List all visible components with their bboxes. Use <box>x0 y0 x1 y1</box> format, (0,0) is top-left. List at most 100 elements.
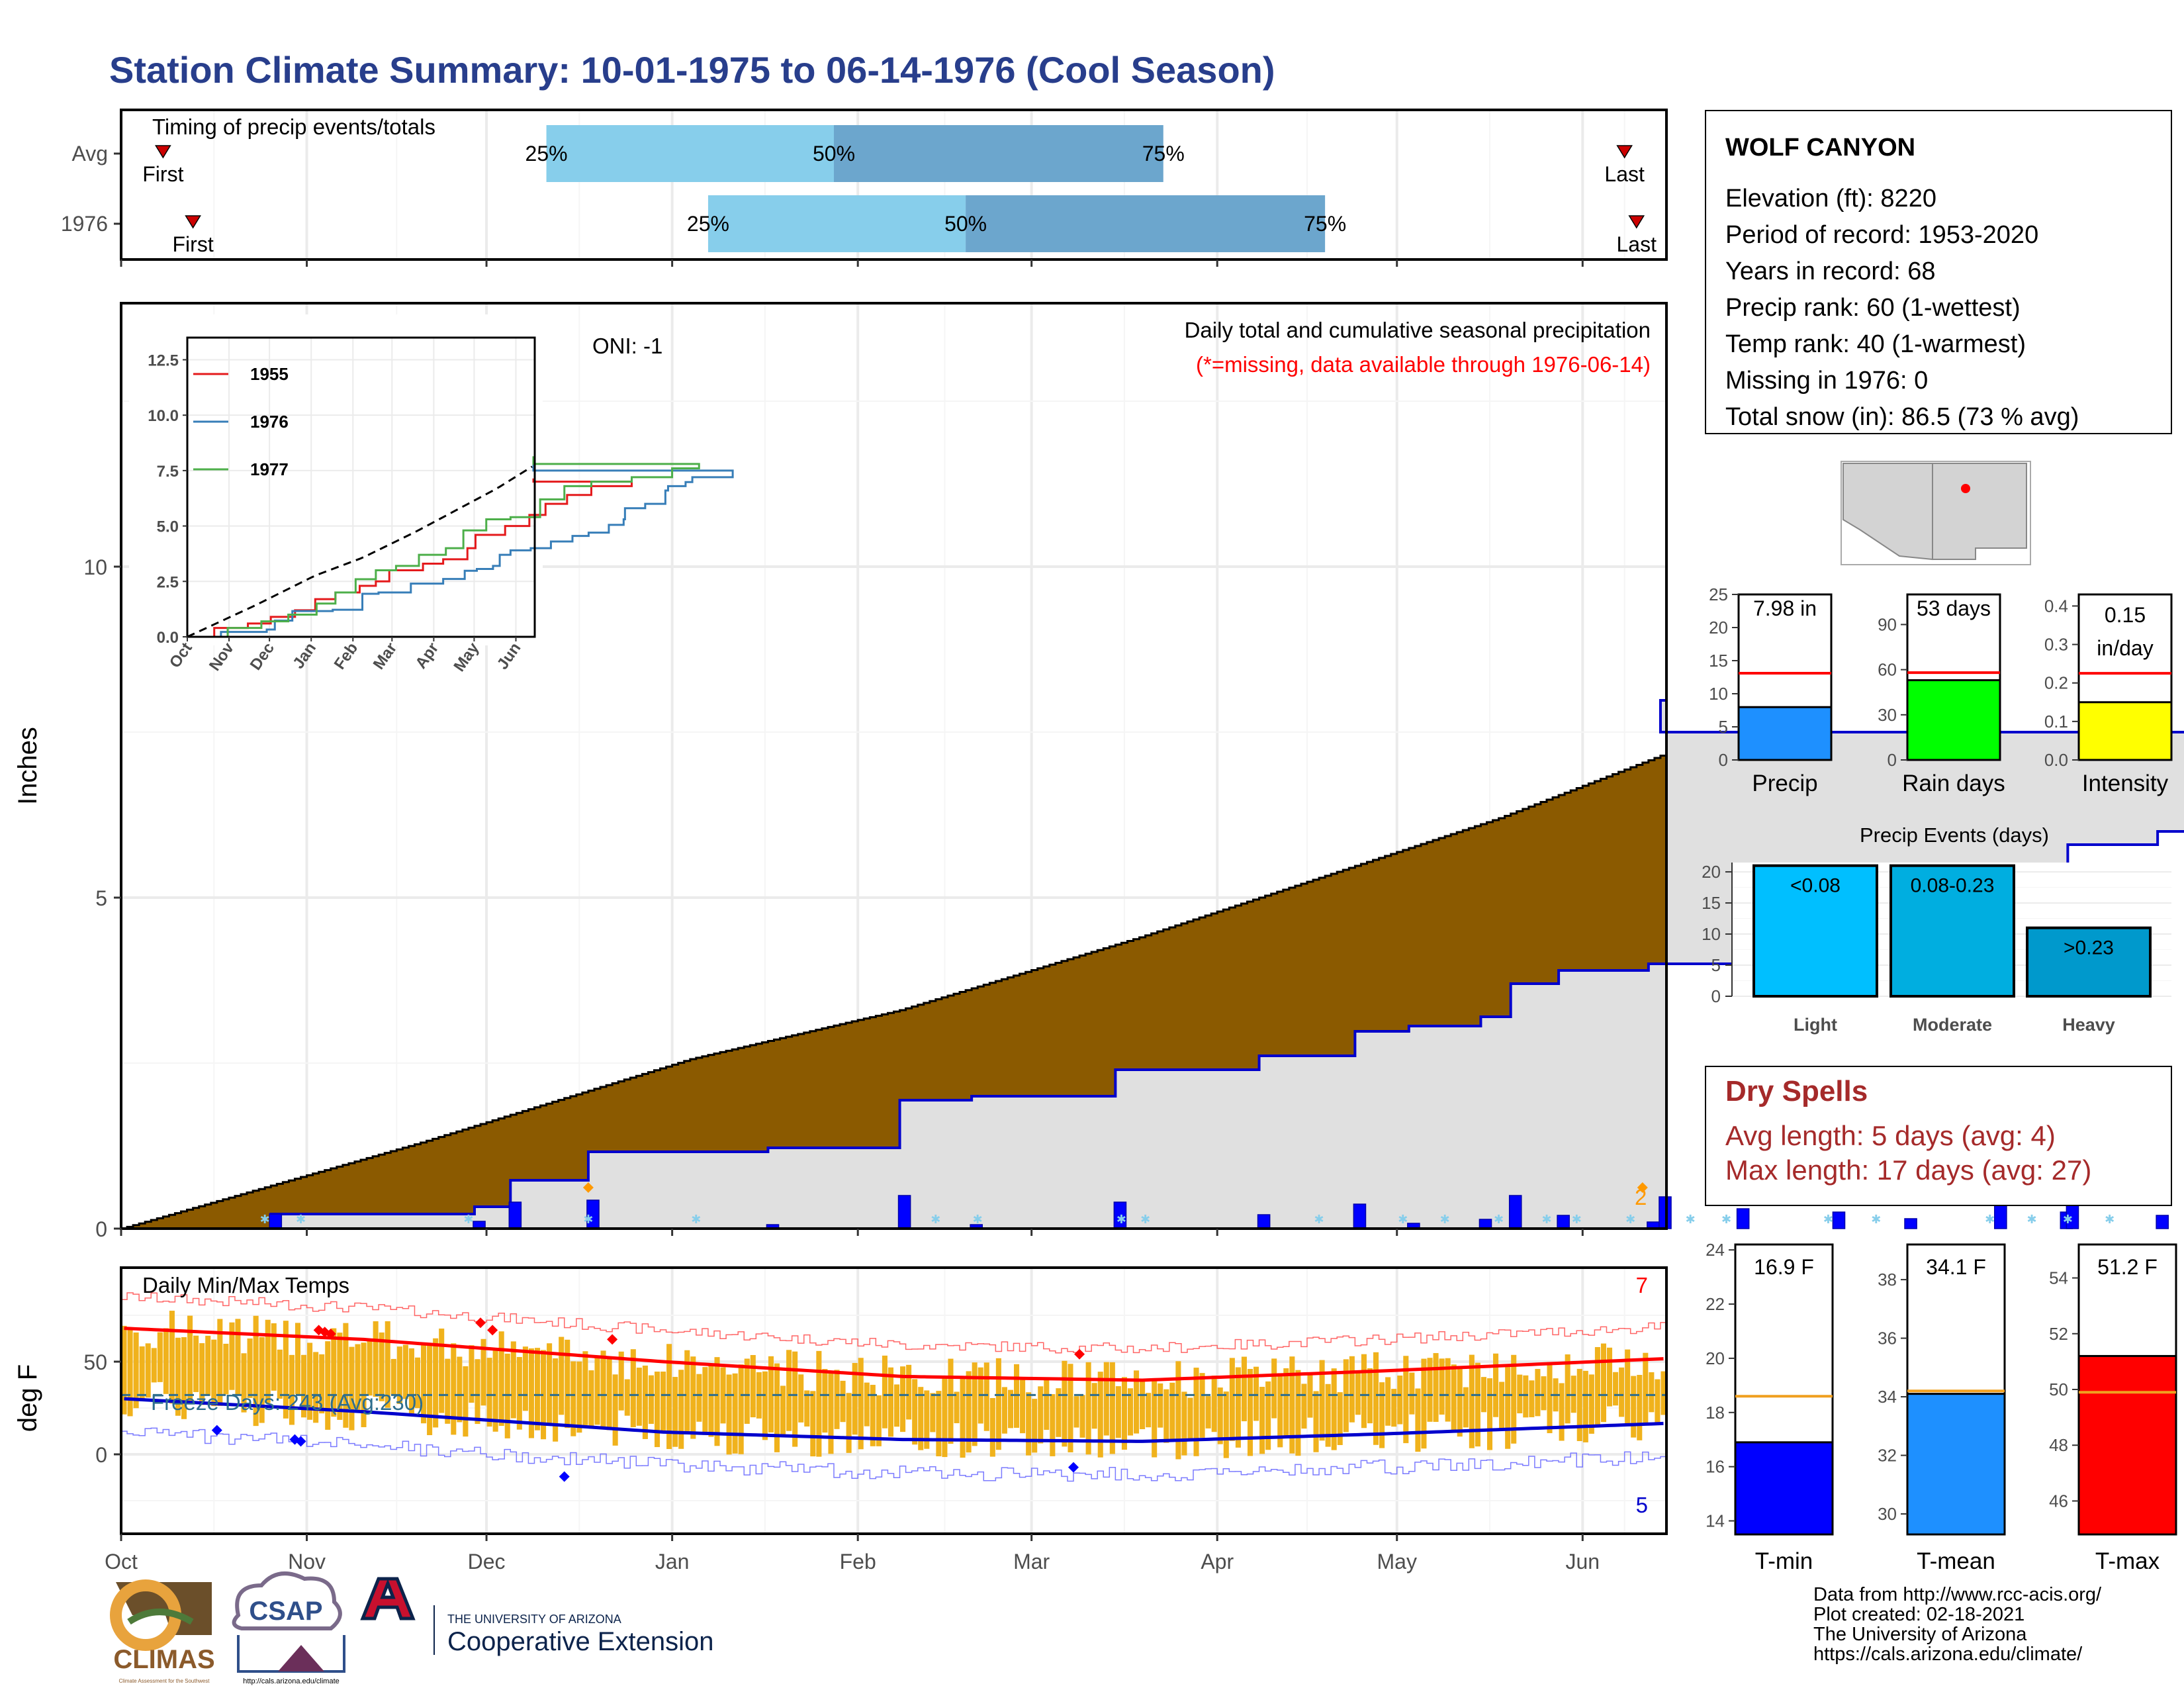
temp-day-bar <box>840 1380 846 1423</box>
temp-day-bar <box>451 1343 457 1435</box>
temp-day-bar <box>1283 1368 1289 1436</box>
temp-day-bar <box>367 1340 373 1396</box>
temp-day-bar <box>301 1354 307 1418</box>
temp-day-bar <box>1115 1386 1121 1438</box>
inset-y-tick: 5.0 <box>157 518 179 536</box>
temp-day-bar <box>768 1356 774 1432</box>
precip-event-bar <box>2026 926 2152 998</box>
temp-day-bar <box>1109 1362 1115 1454</box>
temp-record-markers <box>211 1317 1085 1482</box>
inset-legend-label: 1976 <box>250 412 289 432</box>
temp-day-bar <box>1134 1370 1140 1434</box>
temp-day-bar <box>887 1367 893 1437</box>
summary-bar-y-tick: 0 <box>1888 750 1897 770</box>
temp-day-bar <box>1103 1362 1109 1436</box>
daily-precip-bar <box>1736 1208 1750 1229</box>
summary-bar-label: Precip <box>1752 771 1817 796</box>
daily-precip-bar <box>2156 1215 2169 1229</box>
temp-day-bar <box>882 1355 887 1429</box>
temp-day-bar <box>313 1352 319 1423</box>
temp-day-bar <box>1649 1372 1655 1413</box>
temp-day-bar <box>534 1348 541 1430</box>
temp-day-bar <box>1001 1387 1007 1434</box>
temp-day-bar <box>1199 1373 1205 1438</box>
temp-summary-charts: 14 16 18 20 22 24 16.9 F T-min 30 32 34 36 38 34.1 F T… <box>1706 1240 2177 1574</box>
temp-day-bar <box>271 1323 277 1391</box>
temp-day-bar <box>630 1349 636 1428</box>
temp-summary-y-tick: 36 <box>1878 1329 1897 1348</box>
temp-day-bar <box>283 1321 289 1419</box>
snow-marker: ✱ <box>1823 1213 1833 1226</box>
daily-precip-bar <box>269 1213 283 1229</box>
timing-last-label: Last <box>1617 232 1657 256</box>
temp-day-bar <box>834 1370 840 1429</box>
temp-day-bar <box>1582 1370 1588 1442</box>
precip-event-bar <box>1752 864 1878 998</box>
temp-summary-bar <box>1906 1393 2006 1536</box>
temp-day-bar <box>175 1337 181 1416</box>
snow-marker: ✱ <box>1440 1213 1450 1226</box>
avg-min-temp-line <box>124 1397 1664 1443</box>
temp-day-bar <box>948 1358 954 1444</box>
temp-day-bar <box>528 1348 534 1438</box>
temp-day-bar <box>1325 1383 1331 1447</box>
temp-day-bar <box>708 1364 714 1437</box>
temp-day-bar <box>1121 1377 1127 1450</box>
location-map <box>1841 461 2031 565</box>
temp-day-bar <box>1606 1347 1613 1407</box>
temp-day-bar <box>1576 1368 1582 1442</box>
snow-marker: ✱ <box>1140 1213 1150 1226</box>
temp-day-bar <box>972 1362 978 1446</box>
timing-row-1976-label: 1976 <box>61 212 108 236</box>
temp-day-bar <box>1445 1358 1451 1422</box>
temp-day-bar <box>1253 1366 1259 1421</box>
temp-day-bar <box>295 1323 301 1395</box>
temp-day-bar <box>1349 1356 1355 1423</box>
temp-summary-value: 16.9 F <box>1754 1255 1814 1279</box>
month-x-axis: Oct Nov Dec Jan Feb Mar Apr May Jun <box>105 259 1600 1573</box>
snow-marker: ✱ <box>1494 1213 1504 1226</box>
temp-day-bar <box>319 1354 325 1414</box>
temp-day-bar <box>1594 1346 1600 1425</box>
temp-day-bar <box>253 1315 259 1427</box>
temp-day-bar <box>445 1358 451 1424</box>
temp-day-bar <box>1079 1395 1085 1438</box>
temp-day-bar <box>1385 1377 1391 1426</box>
csap-wordmark: CSAP <box>249 1597 322 1626</box>
temp-day-bar <box>492 1349 498 1432</box>
temp-day-bar <box>1193 1368 1199 1456</box>
inset-y-tick: 12.5 <box>148 352 179 369</box>
daily-precip-bar <box>1994 1205 2007 1229</box>
temp-day-bar <box>1486 1378 1493 1450</box>
map-state-nm <box>1932 463 2027 560</box>
temp-day-bar <box>1259 1387 1265 1454</box>
temp-summary-value: 51.2 F <box>2097 1255 2158 1279</box>
temp-day-bar <box>355 1344 361 1410</box>
observed-cumulative-precip-line <box>121 699 2184 1230</box>
temp-day-bar <box>1050 1394 1056 1456</box>
temp-day-bar <box>912 1379 918 1445</box>
temp-day-bar <box>672 1377 678 1447</box>
timing-last-marker <box>1628 215 1645 229</box>
temp-day-bar <box>1439 1358 1445 1415</box>
temp-day-bar <box>541 1350 547 1440</box>
precip-y-tick: 5 <box>95 886 107 910</box>
temp-day-bar <box>1073 1396 1079 1428</box>
temp-day-bar <box>1175 1361 1181 1460</box>
credit-line: Plot created: 02-18-2021 <box>1813 1604 2025 1625</box>
temp-summary-label: T-mean <box>1917 1548 1995 1574</box>
ua-cooperative-extension: Cooperative Extension <box>447 1627 713 1656</box>
temp-summary-bar <box>2077 1354 2177 1536</box>
summary-bar-y-tick: 0.2 <box>2044 673 2068 693</box>
timing-pct-label: 50% <box>813 142 855 165</box>
temp-day-bar <box>1511 1354 1517 1444</box>
temp-summary-y-tick: 52 <box>2049 1324 2068 1344</box>
temp-day-bar <box>1529 1380 1535 1417</box>
temp-day-bar <box>588 1370 594 1429</box>
timing-bars: 25% 50% 75% First Last 25% 50% 75% First Last <box>114 125 1657 256</box>
timing-row-avg-label: Avg <box>71 142 108 165</box>
temp-day-bar <box>1187 1397 1193 1441</box>
temp-day-bar <box>1475 1362 1480 1447</box>
temp-day-bar <box>600 1350 606 1429</box>
precip-event-y-tick: 0 <box>1711 986 1721 1006</box>
